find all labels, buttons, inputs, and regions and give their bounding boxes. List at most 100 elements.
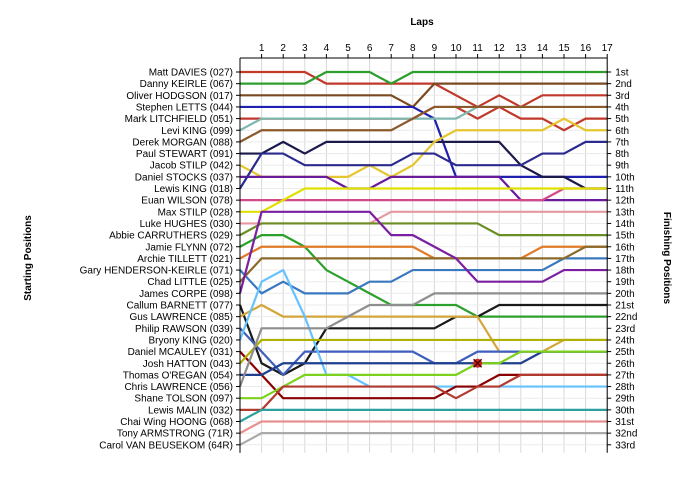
series-line <box>239 245 608 283</box>
incident-marker-group <box>473 358 483 368</box>
lap-tick-label: 11 <box>472 43 483 54</box>
lap-tick-label: 9 <box>432 43 438 54</box>
starting-position-label: Daniel MCAULEY (031) <box>128 347 233 358</box>
finishing-position-label: 15th <box>615 231 634 242</box>
finishing-position-label: 26th <box>615 359 634 370</box>
starting-position-label: Matt DAVIES (027) <box>149 68 233 79</box>
finishing-position-label: 1st <box>615 68 629 79</box>
finishing-position-label: 14th <box>615 219 634 230</box>
finishing-position-label: 20th <box>615 289 634 300</box>
series-line <box>239 432 608 446</box>
finishing-position-label: 19th <box>615 277 634 288</box>
y-axis-left-label: Starting Positions <box>23 215 34 301</box>
finishing-position-label: 29th <box>615 394 634 405</box>
starting-position-label: Levi KING (099) <box>161 126 233 137</box>
lap-tick-label: 14 <box>537 43 549 54</box>
series-line <box>239 234 608 318</box>
series-line <box>240 187 608 213</box>
finishing-position-label: 4th <box>615 102 629 113</box>
lap-tick-label: 5 <box>345 43 351 54</box>
lap-tick-label: 2 <box>280 43 286 54</box>
series-line <box>239 257 608 295</box>
finishing-position-label: 23rd <box>615 324 635 335</box>
series-lines <box>238 70 608 446</box>
lap-tick-labels: 1 2 3 4 5 6 7 8 9 10 11 12 13 14 15 16 17 <box>259 43 613 54</box>
starting-position-label: Derek MORGAN (088) <box>132 137 233 148</box>
series-line <box>238 303 608 376</box>
starting-position-label: Lewis MALIN (032) <box>148 405 233 416</box>
finishing-position-label: 25th <box>615 347 634 358</box>
starting-position-label: Jamie FLYNN (072) <box>145 242 233 253</box>
starting-position-label: Chai Wing HOONG (068) <box>120 417 233 428</box>
lap-tick-label: 7 <box>388 43 394 54</box>
starting-position-label: Callum BARNETT (077) <box>126 301 233 312</box>
series-line <box>239 408 608 423</box>
series-line <box>239 222 608 237</box>
finishing-position-label: 31st <box>615 417 634 428</box>
lap-tick-label: 10 <box>450 43 462 54</box>
series-line <box>240 70 608 85</box>
starting-position-label: Bryony KING (020) <box>149 335 233 346</box>
starting-position-label: Luke HUGHES (030) <box>140 219 233 230</box>
finishing-position-label: 16th <box>615 242 634 253</box>
starting-position-label: Paul STEWART (091) <box>136 149 233 160</box>
chart-title: Laps <box>410 17 434 28</box>
lap-tick-label: 16 <box>580 43 592 54</box>
series-line <box>240 82 608 109</box>
series-line <box>240 350 608 400</box>
starting-position-label: Gus LAWRENCE (085) <box>129 312 233 323</box>
finishing-position-label: 24th <box>615 335 634 346</box>
finishing-position-label: 21st <box>615 301 634 312</box>
starting-position-label: Archie TILLETT (021) <box>137 254 233 265</box>
starting-position-label: James CORPE (098) <box>139 289 233 300</box>
starting-position-label: Philip RAWSON (039) <box>135 324 233 335</box>
finishing-position-label: 30th <box>615 405 634 416</box>
series-line <box>240 140 608 190</box>
series-line <box>240 373 608 411</box>
finishing-position-label: 7th <box>615 137 629 148</box>
lap-tick-label: 1 <box>259 43 265 54</box>
series-line <box>239 420 608 435</box>
starting-position-label: Jacob STILP (042) <box>150 161 233 172</box>
finishing-position-label: 2nd <box>615 79 632 90</box>
finishing-position-label: 10th <box>615 172 634 183</box>
finishing-position-label: 3rd <box>615 91 629 102</box>
starting-position-label: Gary HENDERSON-KEIRLE (071) <box>80 266 233 277</box>
finishing-position-label: 27th <box>615 370 634 381</box>
finishing-position-label: 6th <box>615 126 629 137</box>
axes <box>236 54 612 453</box>
starting-position-label: Max STILP (028) <box>158 207 233 218</box>
lap-tick-label: 3 <box>302 43 308 54</box>
starting-position-label: Thomas O'REGAN (054) <box>123 370 233 381</box>
lap-tick-label: 8 <box>410 43 416 54</box>
finishing-position-labels: 1st2nd3rd4th5th6th7th8th9th10th11th12th1… <box>615 68 637 452</box>
series-line <box>239 338 608 364</box>
series-line <box>239 140 608 190</box>
starting-position-label: Shane TOLSON (097) <box>134 394 233 405</box>
starting-position-label: Oliver HODGSON (017) <box>126 91 233 102</box>
series-line <box>240 70 608 109</box>
finishing-position-label: 18th <box>615 266 634 277</box>
starting-position-label: Euan WILSON (078) <box>141 196 233 207</box>
lap-tick-label: 13 <box>515 43 527 54</box>
series-line <box>239 245 608 260</box>
starting-position-label: Daniel STOCKS (037) <box>135 172 233 183</box>
lap-tick-label: 12 <box>494 43 506 54</box>
series-line <box>240 175 608 202</box>
finishing-position-label: 5th <box>615 114 629 125</box>
series-line <box>239 105 608 143</box>
starting-position-label: Josh HATTON (043) <box>143 359 233 370</box>
starting-position-label: Chris LAWRENCE (056) <box>124 382 233 393</box>
starting-position-label: Carol VAN BEUSEKOM (64R) <box>99 440 233 451</box>
starting-position-labels: Matt DAVIES (027)Danny KEIRLE (067)Olive… <box>80 68 233 452</box>
finishing-position-label: 32nd <box>615 429 637 440</box>
finishing-position-label: 33rd <box>615 440 635 451</box>
finishing-position-label: 22nd <box>615 312 637 323</box>
starting-position-label: Tony ARMSTRONG (71R) <box>117 429 233 440</box>
series-line <box>238 210 608 294</box>
finishing-position-label: 28th <box>615 382 634 393</box>
finishing-position-label: 13th <box>615 207 634 218</box>
finishing-position-label: 8th <box>615 149 629 160</box>
incident-cross-stroke <box>473 358 483 368</box>
